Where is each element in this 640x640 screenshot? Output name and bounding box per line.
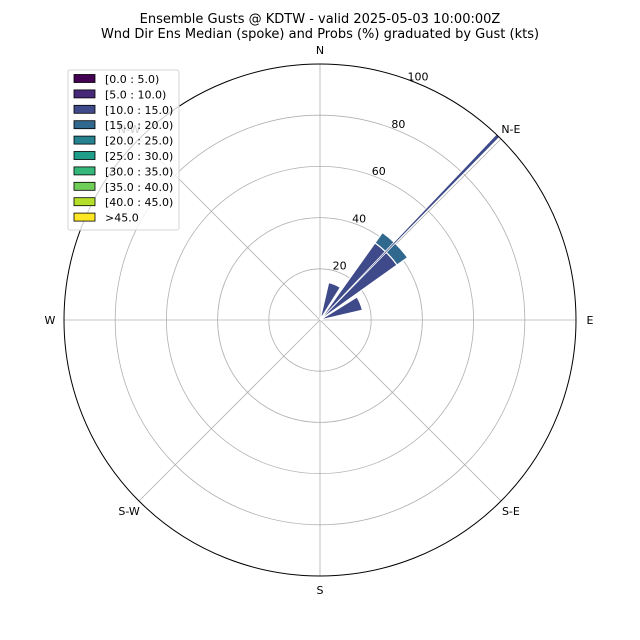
radial-tick-label: 60	[372, 165, 386, 178]
polar-grid	[64, 64, 576, 576]
legend-swatch	[73, 89, 96, 99]
legend-label: [20.0 : 25.0)	[105, 135, 173, 148]
legend-label: [5.0 : 10.0)	[105, 88, 166, 101]
legend-swatch	[73, 181, 96, 191]
legend-label: [15.0 : 20.0)	[105, 119, 173, 132]
angular-gridline	[319, 319, 502, 502]
direction-label: E	[587, 314, 594, 327]
legend-swatch	[73, 120, 96, 130]
sector-bar-segment	[321, 296, 364, 321]
legend-swatch	[73, 151, 96, 160]
radial-tick-label: 100	[407, 70, 428, 83]
legend-label: [25.0 : 30.0)	[105, 150, 173, 163]
chart-subtitle: Wnd Dir Ens Median (spoke) and Probs (%)…	[101, 27, 539, 42]
legend-swatch	[73, 212, 96, 222]
legend-label: [40.0 : 45.0)	[105, 196, 173, 209]
polar-frame	[63, 63, 577, 577]
legend-swatch	[73, 74, 96, 83]
legend-label: [35.0 : 40.0)	[105, 181, 173, 194]
legend-label: [0.0 : 5.0)	[105, 73, 159, 86]
legend-label: [30.0 : 35.0)	[105, 165, 173, 178]
direction-label: W	[45, 314, 56, 327]
legend-frame	[67, 69, 180, 231]
legend: [0.0 : 5.0) [5.0 : 10.0) [10.0 : 15.0) [15.…	[67, 69, 180, 231]
angular-gridline	[138, 319, 321, 502]
sector-bar-segment	[374, 231, 409, 266]
radial-tick-label: 80	[391, 118, 405, 131]
legend-swatch	[73, 197, 96, 207]
direction-label: N-E	[501, 123, 520, 136]
radial-tick-label: 20	[333, 260, 347, 273]
direction-label: S	[317, 584, 324, 597]
legend-swatch	[73, 166, 96, 176]
direction-label: S-W	[118, 505, 140, 518]
direction-label: S-E	[502, 505, 520, 518]
legend-label: >45.0	[105, 212, 139, 225]
chart-title: Ensemble Gusts @ KDTW - valid 2025-05-03…	[140, 12, 501, 27]
sector-bar-segment	[320, 281, 342, 318]
radial-tick-label: 40	[352, 212, 366, 225]
direction-label: N	[316, 44, 324, 57]
legend-label: [10.0 : 15.0)	[105, 104, 173, 117]
legend-swatch	[73, 135, 96, 145]
legend-swatch	[73, 104, 96, 114]
